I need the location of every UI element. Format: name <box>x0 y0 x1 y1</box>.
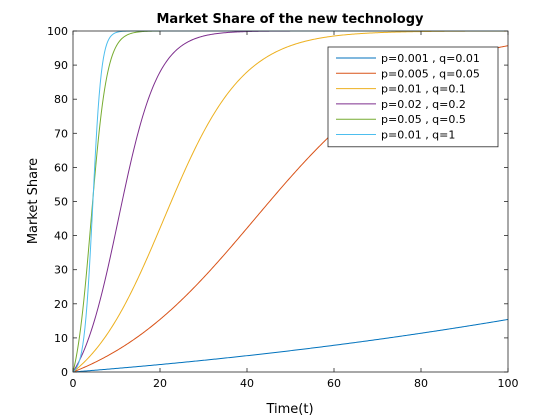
y-tick-label: 40 <box>54 230 68 243</box>
x-tick-label: 0 <box>70 377 77 390</box>
legend-label-1: p=0.001 , q=0.01 <box>381 52 480 65</box>
y-tick-label: 80 <box>54 93 68 106</box>
y-tick-label: 20 <box>54 298 68 311</box>
y-axis-label: Market Share <box>26 158 41 244</box>
x-tick-label: 60 <box>327 377 341 390</box>
x-tick-label: 100 <box>498 377 519 390</box>
y-tick-label: 50 <box>54 196 68 209</box>
legend-box <box>327 46 499 148</box>
x-tick-label: 40 <box>240 377 254 390</box>
legend-label-5: p=0.05 , q=0.5 <box>381 113 466 126</box>
legend-label-3: p=0.01 , q=0.1 <box>381 83 466 96</box>
legend-label-6: p=0.01 , q=1 <box>381 129 455 142</box>
x-tick-label: 20 <box>153 377 167 390</box>
x-tick-label: 80 <box>414 377 428 390</box>
axis-ticks: 0 20 40 60 80 100 0 10 20 30 40 50 60 70 80 90 100 <box>47 25 519 390</box>
y-tick-label: 30 <box>54 264 68 277</box>
x-axis-label: Time(t) <box>265 402 313 417</box>
legend: p=0.001 , q=0.01 p=0.005 , q=0.05 p=0.01 ,… <box>327 46 499 148</box>
y-tick-label: 90 <box>54 59 68 72</box>
y-tick-label: 100 <box>47 25 68 38</box>
legend-label-2: p=0.005 , q=0.05 <box>381 67 480 80</box>
y-tick-label: 60 <box>54 161 68 174</box>
legend-label-4: p=0.02 , q=0.2 <box>381 98 466 111</box>
y-tick-label: 0 <box>61 366 68 379</box>
y-tick-label: 10 <box>54 332 68 345</box>
chart-title: Market Share of the new technology <box>157 12 425 27</box>
y-tick-label: 70 <box>54 127 68 140</box>
series-line-1 <box>72 318 509 373</box>
